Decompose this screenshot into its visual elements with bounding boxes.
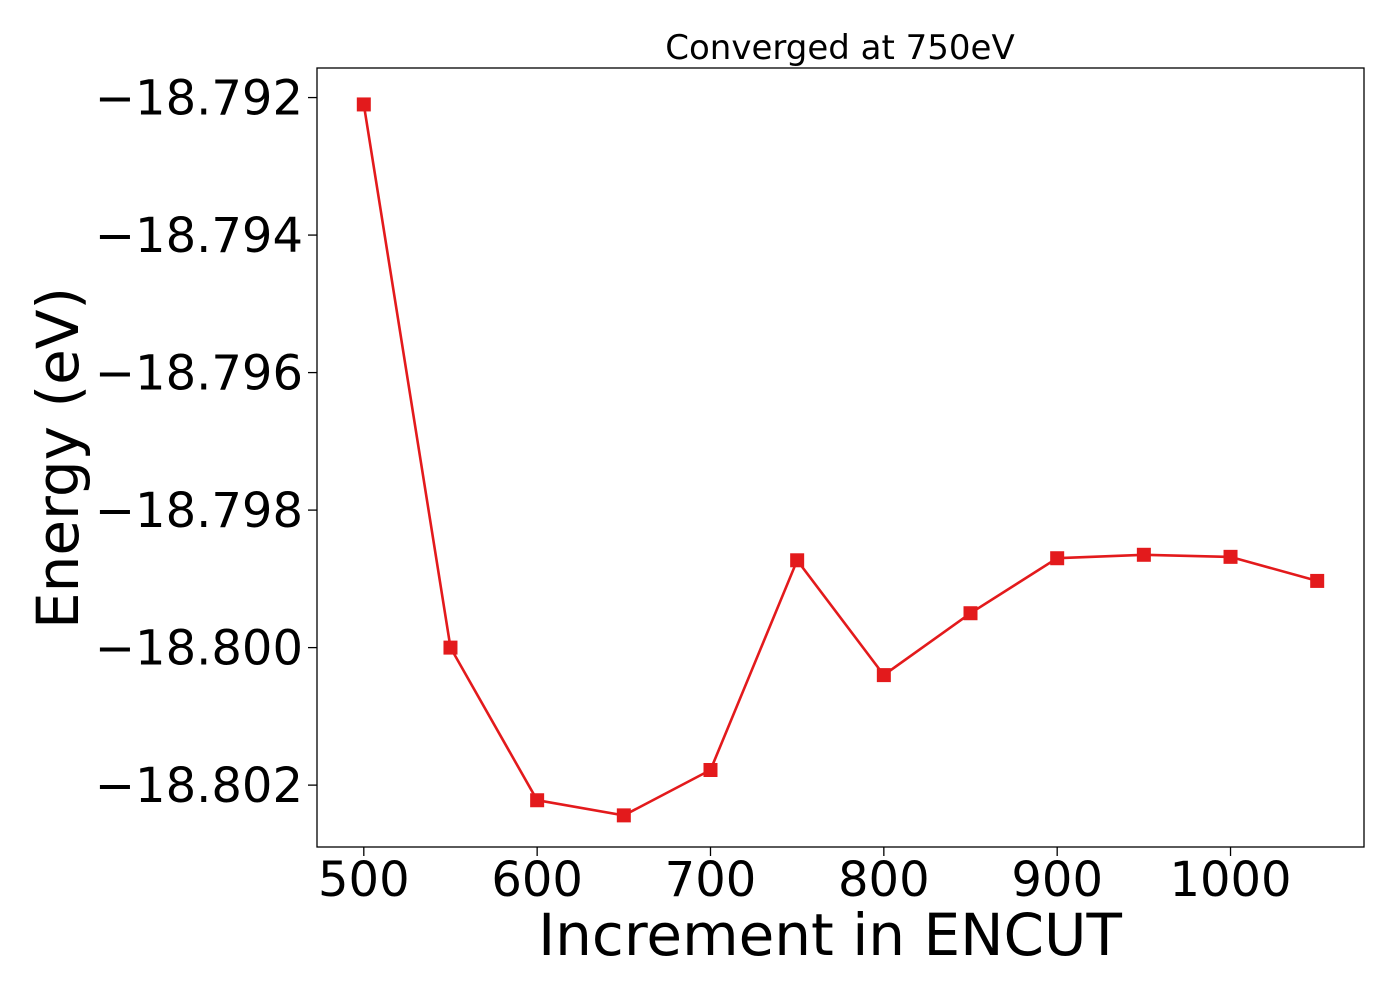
x-tick-label: 1000 [1169,852,1291,908]
y-tick-label: −18.800 [95,621,303,677]
data-point-marker [876,668,891,683]
x-tick-label: 500 [318,852,410,908]
y-tick-label: −18.794 [95,208,303,264]
data-point-marker [963,606,978,621]
data-point-marker [790,553,805,568]
y-tick-label: −18.802 [95,758,303,814]
series-line [362,104,1318,817]
x-tick-label: 900 [1011,852,1103,908]
data-point-marker [616,808,631,823]
x-axis: 500 600 700 800 900 1000 [318,847,1292,908]
data-point-marker [443,640,458,655]
y-tick-label: −18.798 [95,483,303,539]
x-tick-label: 800 [838,852,930,908]
x-axis-label: Increment in ENCUT [538,901,1122,969]
data-point-marker [356,97,371,112]
x-tick-label: 600 [491,852,583,908]
data-point-marker [1136,547,1151,562]
chart-title: Converged at 750eV [665,28,1014,68]
y-tick-label: −18.792 [95,71,303,127]
data-point-marker [1310,573,1325,588]
data-point-marker [1050,551,1065,566]
series-markers [356,97,1325,823]
y-axis-label: Energy (eV) [24,287,92,629]
y-axis: −18.792 −18.794 −18.796 −18.798 −18.800 −18.8… [95,71,317,814]
plot-area-frame [316,67,1365,848]
y-tick-label: −18.796 [95,346,303,402]
x-tick-label: 700 [665,852,757,908]
data-point-marker [530,793,545,808]
data-point-marker [703,762,718,777]
data-point-marker [1223,549,1238,564]
